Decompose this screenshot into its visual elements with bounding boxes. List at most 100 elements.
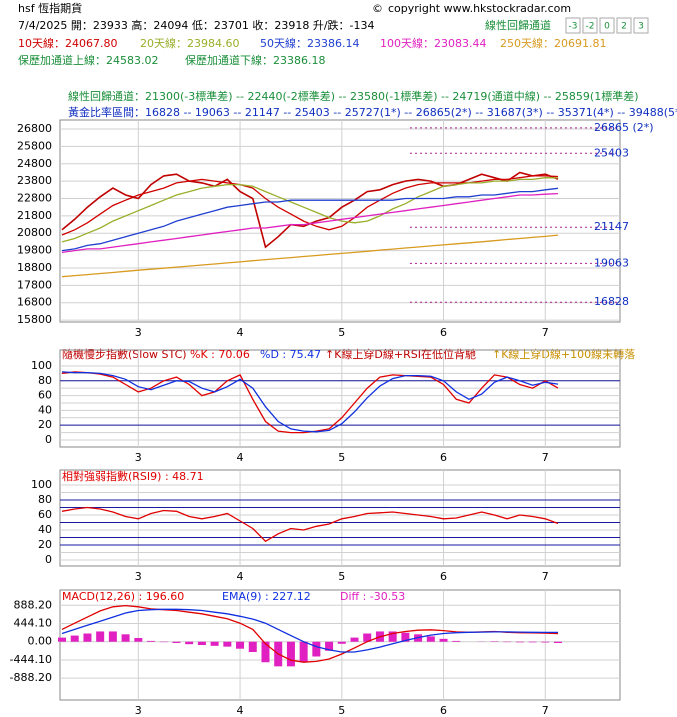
x-tick-label: 7 (542, 326, 549, 339)
bar (70, 635, 79, 642)
legend-entry: 100天線：23083.44 (380, 36, 486, 50)
x-tick-label: 4 (237, 570, 244, 583)
level-label: 19063 (594, 256, 629, 269)
x-tick-label: 7 (542, 704, 549, 717)
stc-title: 隨機慢步指數(Slow STC) (62, 347, 187, 361)
y-tick-label: 25800 (17, 139, 52, 152)
bar (388, 631, 397, 642)
bar (210, 641, 219, 646)
x-tick-label: 3 (135, 451, 142, 464)
bar (185, 641, 194, 645)
y-tick-label: 60 (38, 389, 52, 402)
bar (350, 637, 359, 642)
y-tick-label: 24800 (17, 157, 52, 170)
x-tick-label: 4 (237, 704, 244, 717)
y-tick-label: 18800 (17, 261, 52, 274)
channel-button-label[interactable]: -3 (569, 22, 578, 32)
x-tick-label: 5 (338, 570, 345, 583)
x-tick-label: 5 (338, 451, 345, 464)
legend-entry: EMA(9) : 227.12 (222, 590, 311, 603)
y-tick-label: 23800 (17, 174, 52, 187)
y-tick-label: 15800 (17, 313, 52, 326)
bar (554, 641, 562, 643)
regression-text: 線性回歸通道：21300(-3標準差) -- 22440(-2標準差) -- 2… (68, 89, 639, 103)
y-tick-label: 40 (38, 523, 52, 536)
y-tick-label: -444.10 (10, 653, 52, 666)
stc-note: ↑K線上穿D線+RSI在低位背馳 (325, 347, 476, 361)
channel-button-label[interactable]: -2 (586, 22, 595, 32)
level-label: 25403 (594, 146, 629, 159)
y-tick-label: 0.00 (28, 635, 53, 648)
x-tick-label: 6 (440, 326, 447, 339)
y-tick-label: 20800 (17, 226, 52, 239)
stc-note: ↑K線上穿D線+100線未轉落 (492, 347, 635, 361)
bar (452, 640, 461, 642)
bar (363, 633, 372, 642)
bar (515, 641, 524, 643)
panel-frame (59, 469, 621, 567)
channel-button[interactable] (565, 17, 581, 34)
y-tick-label: 0 (45, 433, 52, 446)
y-tick-label: -888.20 (10, 671, 52, 684)
bar (58, 637, 66, 642)
legend-entry: Diff : -30.53 (340, 590, 405, 603)
bar (172, 641, 181, 643)
channel-button-label[interactable]: 3 (638, 22, 644, 32)
legend-entry: %K : 70.06 (190, 348, 250, 361)
y-tick-label: 19800 (17, 244, 52, 257)
series-line (61, 177, 559, 243)
y-tick-label: 60 (38, 508, 52, 521)
series-line (61, 192, 559, 254)
bar (439, 638, 448, 642)
x-tick-label: 6 (440, 704, 447, 717)
y-tick-label: 20 (38, 418, 52, 431)
channel-button-label[interactable]: 2 (621, 22, 627, 32)
x-tick-label: 3 (135, 326, 142, 339)
bar (96, 631, 105, 642)
legend-entry: MACD(12,26) : 196.60 (62, 590, 184, 603)
channel-button[interactable] (582, 17, 598, 34)
legend-entry: 20天線：23984.60 (140, 36, 239, 50)
x-tick-label: 5 (338, 326, 345, 339)
bar (337, 641, 346, 644)
bar (261, 641, 270, 663)
y-tick-label: 21800 (17, 209, 52, 222)
y-tick-label: 80 (38, 493, 52, 506)
channel-button[interactable] (616, 17, 632, 34)
level-label: 26865 (2*) (594, 121, 654, 134)
bar (541, 641, 550, 643)
bar (528, 641, 537, 643)
y-tick-label: 0 (45, 553, 52, 566)
legend-entry: 10天線：24067.80 (18, 36, 117, 50)
channel-title: 線性回歸通道 (485, 18, 551, 32)
bar (83, 633, 92, 642)
x-tick-label: 7 (542, 570, 549, 583)
legend-entry: 相對強弱指數(RSI9) : 48.71 (62, 469, 204, 483)
channel-button[interactable] (633, 17, 649, 34)
x-tick-label: 3 (135, 570, 142, 583)
bar (147, 640, 156, 642)
golden-text: 黃金比率區間：16828 -- 19063 -- 21147 -- 25403 … (68, 105, 677, 119)
bar (197, 641, 206, 645)
channel-button-label[interactable]: 0 (604, 22, 610, 32)
y-tick-label: 80 (38, 374, 52, 387)
y-tick-label: 16800 (17, 296, 52, 309)
bar (286, 641, 295, 667)
x-tick-label: 6 (440, 451, 447, 464)
quote: 7/4/2025 開：23933 高：24094 低：23701 收：23918… (18, 18, 375, 32)
y-tick-label: 40 (38, 403, 52, 416)
legend-entry: %D : 75.47 (260, 348, 321, 361)
channel-button[interactable] (599, 17, 615, 34)
series-line (61, 234, 559, 278)
chart-title: hsf 恆指期貨 (18, 1, 82, 15)
y-tick-label: 888.20 (14, 598, 53, 611)
panel-frame (59, 589, 621, 701)
copyright: copyright www.hkstockradar.com (388, 2, 571, 15)
series-line (61, 608, 558, 653)
x-tick-label: 3 (135, 704, 142, 717)
y-tick-label: 26800 (17, 122, 52, 135)
bar (299, 641, 308, 663)
band-lower: 保歷加通道下線：23386.18 (185, 53, 326, 67)
x-tick-label: 6 (440, 570, 447, 583)
y-tick-label: 20 (38, 538, 52, 551)
